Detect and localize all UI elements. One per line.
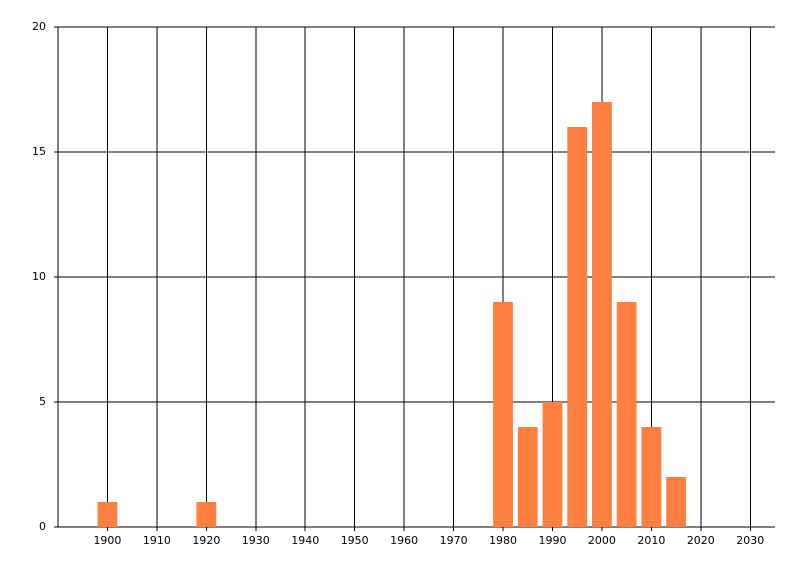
x-tick-label: 1920 [192,534,220,547]
bar [592,102,612,527]
bar [616,302,637,527]
x-tick-label: 2020 [687,534,715,547]
bar [196,502,217,527]
bar [641,427,662,527]
x-tick-label: 2030 [736,534,764,547]
y-tick-label: 5 [39,395,46,408]
x-tick-label: 2010 [637,534,665,547]
x-tick-label: 1990 [538,534,566,547]
y-tick-label: 10 [32,270,46,283]
bar [517,427,538,527]
x-tick-label: 1980 [489,534,517,547]
x-tick-label: 2000 [588,534,616,547]
bar [97,502,118,527]
x-tick-label: 1960 [390,534,418,547]
x-tick-label: 1940 [291,534,319,547]
y-tick-label: 20 [32,20,46,33]
y-tick-label: 15 [32,145,46,158]
x-tick-label: 1900 [93,534,121,547]
bar [542,402,563,527]
y-tick-label: 0 [39,520,46,533]
x-tick-label: 1970 [440,534,468,547]
bar [666,477,686,527]
x-tick-label: 1910 [143,534,171,547]
bar [567,127,588,527]
x-tick-label: 1950 [341,534,369,547]
bar [493,302,513,527]
x-tick-label: 1930 [242,534,270,547]
